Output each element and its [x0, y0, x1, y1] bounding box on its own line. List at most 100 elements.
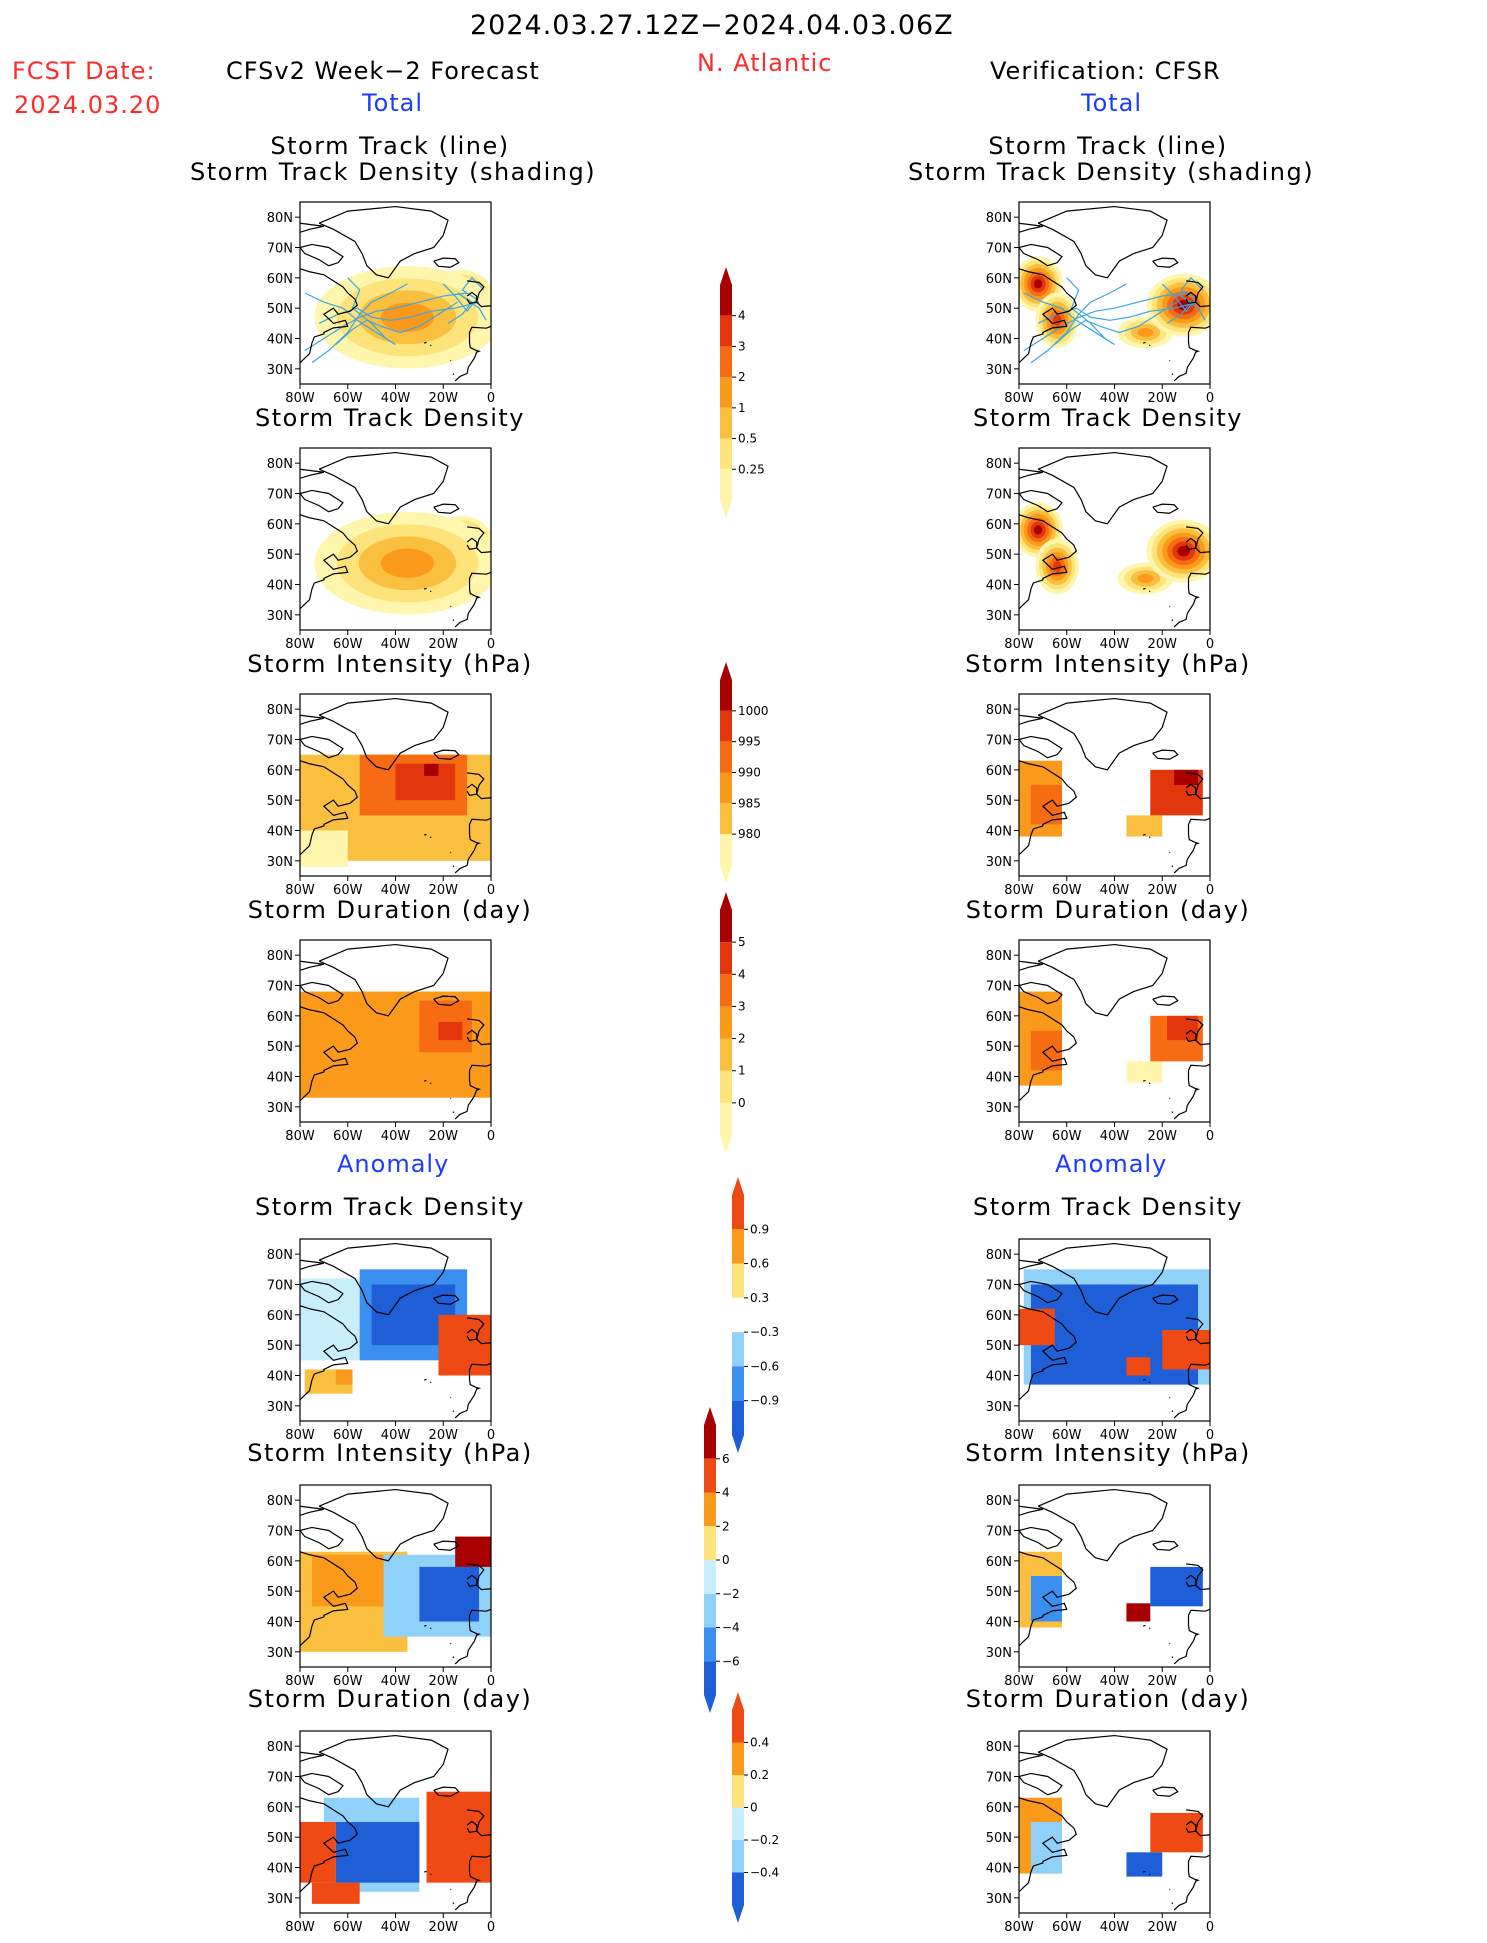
lon-tick-label: 80W — [1004, 1428, 1034, 1443]
lat-tick-label: 60N — [267, 1555, 293, 1570]
grid-cell-1 — [1031, 1576, 1062, 1622]
lon-tick-label: 40W — [1100, 1920, 1130, 1935]
lon-tick-label: 80W — [285, 1674, 315, 1689]
density-colorbar-band-4 — [720, 408, 732, 439]
lat-tick-label: 50N — [267, 548, 293, 563]
panel-title-track-density-shading: Storm Track Density (shading) — [908, 158, 1308, 186]
density-anomaly-colorbar-band-5 — [732, 1366, 744, 1400]
density-colorbar-label: 1 — [738, 401, 746, 415]
lon-tick-label: 60W — [333, 637, 363, 652]
lat-tick-label: 60N — [267, 272, 293, 287]
lat-tick-label: 50N — [986, 1831, 1012, 1846]
intensity-colorbar-label: 995 — [738, 735, 761, 749]
lat-tick-label: 50N — [986, 302, 1012, 317]
lon-tick-label: 80W — [1004, 391, 1034, 406]
grid-cell-2 — [1126, 1603, 1150, 1621]
lat-tick-label: 30N — [986, 1400, 1012, 1415]
lat-tick-label: 40N — [267, 825, 293, 840]
lat-tick-label: 70N — [267, 980, 293, 995]
density-blob-0-level-6 — [1034, 525, 1042, 534]
intensity-colorbar-label: 985 — [738, 796, 761, 810]
lon-tick-label: 80W — [285, 637, 315, 652]
lat-tick-label: 80N — [986, 1248, 1012, 1263]
lat-tick-label: 50N — [986, 1339, 1012, 1354]
density-anomaly-colorbar-label: −0.6 — [750, 1359, 779, 1373]
intensity-anomaly-colorbar-band-3 — [704, 1526, 716, 1560]
anomaly-label-left: Anomaly — [337, 1150, 449, 1178]
grid-cell-4 — [455, 1537, 491, 1567]
grid-cell-4 — [1126, 1357, 1150, 1375]
lat-tick-label: 30N — [986, 1101, 1012, 1116]
lon-tick-label: 40W — [1100, 391, 1130, 406]
lon-tick-label: 0 — [1206, 1428, 1214, 1443]
lat-tick-label: 30N — [267, 609, 293, 624]
grid-cell-5 — [336, 1369, 353, 1384]
lon-tick-label: 20W — [1148, 391, 1178, 406]
density-colorbar-band-1 — [720, 316, 732, 347]
lat-tick-label: 80N — [267, 1740, 293, 1755]
grid-cell-2 — [1126, 1852, 1162, 1876]
lat-tick-label: 70N — [267, 1771, 293, 1786]
intensity-colorbar-band-5 — [720, 865, 732, 883]
intensity-anomaly-colorbar-label: 4 — [722, 1486, 730, 1500]
duration-colorbar-label: 2 — [738, 1032, 746, 1046]
density-blob-0-level-6 — [1034, 279, 1042, 288]
lon-tick-label: 80W — [1004, 1920, 1034, 1935]
coastline-11 — [1143, 588, 1145, 589]
lat-tick-label: 50N — [267, 1040, 293, 1055]
density-anomaly-colorbar-label: 0.6 — [750, 1257, 769, 1271]
intensity-anomaly-colorbar-label: 2 — [722, 1519, 730, 1533]
lon-tick-label: 20W — [429, 637, 459, 652]
density-anomaly-colorbar-band-1 — [732, 1229, 744, 1263]
density-colorbar-band-2 — [720, 346, 732, 377]
coastline-8 — [453, 620, 454, 621]
grid-cell-2 — [1126, 815, 1162, 836]
density-colorbar-label: 0.5 — [738, 432, 757, 446]
density-colorbar-label: 3 — [738, 339, 746, 353]
density-colorbar-label: 0.25 — [738, 462, 765, 476]
lon-tick-label: 60W — [1052, 1428, 1082, 1443]
duration-colorbar-band-2 — [720, 974, 732, 1006]
coastline-11 — [424, 588, 426, 589]
lon-tick-label: 80W — [1004, 637, 1034, 652]
coastline-8 — [1172, 620, 1173, 621]
lat-tick-label: 70N — [986, 488, 1012, 503]
lat-tick-label: 70N — [267, 242, 293, 257]
duration-anomaly-colorbar-label: −0.2 — [750, 1833, 779, 1847]
intensity-colorbar-label: 980 — [738, 827, 761, 841]
coastline-11 — [424, 1625, 426, 1626]
duration-colorbar-label: 1 — [738, 1064, 746, 1078]
lon-tick-label: 60W — [333, 883, 363, 898]
grid-cell-4 — [1174, 770, 1198, 785]
duration-colorbar-label: 5 — [738, 935, 746, 949]
lon-tick-label: 20W — [429, 883, 459, 898]
panel-title-track-density-shading: Storm Track Density (shading) — [190, 158, 590, 186]
lat-tick-label: 70N — [267, 734, 293, 749]
density-anomaly-colorbar-label: 0.9 — [750, 1222, 769, 1236]
duration-anomaly-colorbar-band-5 — [732, 1905, 744, 1923]
grid-cell-2 — [1019, 1309, 1055, 1345]
verification-title: Verification: CFSR — [990, 57, 1221, 85]
lat-tick-label: 40N — [267, 1071, 293, 1086]
duration-colorbar-band-4 — [720, 1039, 732, 1071]
lat-tick-label: 60N — [986, 764, 1012, 779]
lon-tick-label: 20W — [1148, 1129, 1178, 1144]
total-label-left: Total — [362, 89, 423, 117]
density-anomaly-colorbar-band-4 — [732, 1332, 744, 1366]
lon-tick-label: 40W — [381, 883, 411, 898]
lat-tick-label: 50N — [986, 794, 1012, 809]
lon-tick-label: 40W — [1100, 1674, 1130, 1689]
lon-tick-label: 80W — [285, 391, 315, 406]
density-colorbar-band-6 — [720, 500, 732, 518]
lon-tick-label: 40W — [1100, 1428, 1130, 1443]
